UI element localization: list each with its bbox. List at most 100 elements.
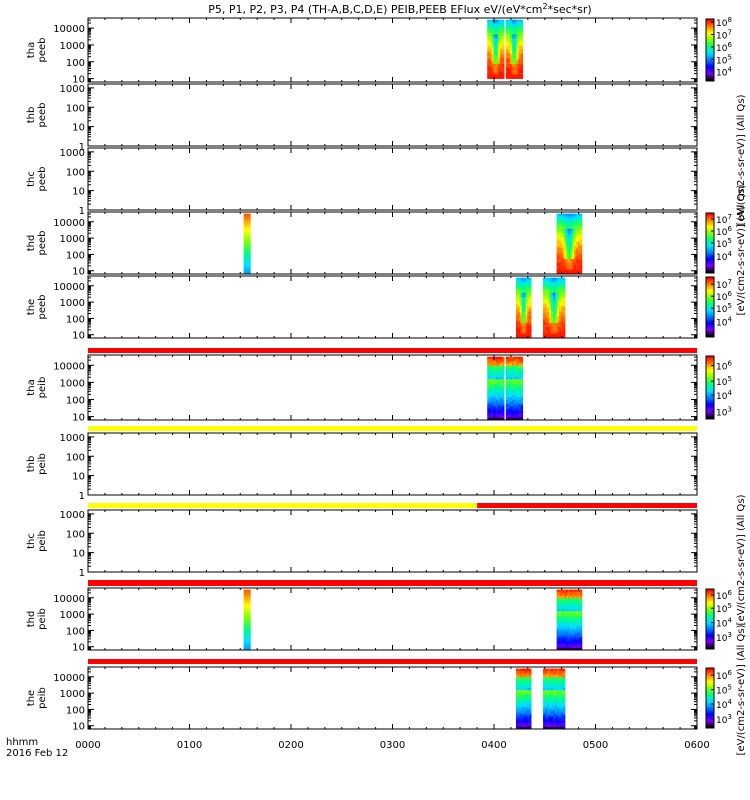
spectrogram-cell xyxy=(561,333,564,337)
colorbar-step xyxy=(706,228,714,230)
spectrogram-cell xyxy=(556,250,559,253)
spectrogram-cell xyxy=(521,726,524,730)
spectrogram-cell xyxy=(559,331,562,334)
spectrogram-cell xyxy=(499,74,503,77)
spectrogram-cell xyxy=(564,241,567,245)
spectrogram-cell xyxy=(525,333,528,337)
spectrogram-cell xyxy=(510,399,513,403)
spectrogram-cell xyxy=(576,258,579,262)
spectrogram-cell xyxy=(549,307,552,311)
spectrogram-cell xyxy=(505,57,509,60)
spectrogram-cell xyxy=(566,611,569,614)
spectrogram-cell xyxy=(514,36,517,39)
spectrogram-cell xyxy=(521,281,524,285)
colorbar-step xyxy=(706,374,714,377)
y-tick-label: 10 xyxy=(72,123,85,134)
spectrogram-cell xyxy=(502,30,505,33)
spectrogram-cell xyxy=(520,70,524,73)
spectrogram-cell xyxy=(561,286,564,289)
spectrogram-cell xyxy=(518,70,521,73)
spectrogram-cell xyxy=(495,388,499,391)
spectrogram-cell xyxy=(578,269,581,273)
spectrogram-cell xyxy=(515,692,519,695)
spectrogram-cell xyxy=(570,254,573,258)
spectrogram-cell xyxy=(505,66,509,69)
spectrogram-cell xyxy=(520,363,524,367)
spectrogram-cell xyxy=(562,643,565,646)
spectrogram-cell xyxy=(505,38,509,42)
spectrogram-cell xyxy=(576,624,579,627)
spectrogram-cell xyxy=(566,217,569,221)
spectrogram-cell xyxy=(507,36,511,39)
spectrogram-cell xyxy=(523,307,526,311)
spectrogram-cell xyxy=(510,28,513,31)
spectrogram-cell xyxy=(519,294,522,298)
spectrogram-cell xyxy=(495,370,499,373)
spectrogram-cell xyxy=(564,269,567,273)
spectrogram-cell xyxy=(487,365,490,369)
spectrogram-cell xyxy=(491,388,494,391)
colorbar-step xyxy=(706,598,714,600)
spectrogram-cell xyxy=(516,61,519,65)
spectrogram-cell xyxy=(557,690,560,693)
spectrogram-cell xyxy=(561,331,564,334)
colorbar-step xyxy=(706,684,714,687)
spectrogram-cell xyxy=(574,241,577,245)
spectrogram-cell xyxy=(521,685,524,689)
spectrogram-cell xyxy=(502,358,505,362)
spectrogram-cell xyxy=(561,675,564,678)
spectrogram-cell xyxy=(515,670,519,674)
spectrogram-cell xyxy=(505,395,509,398)
spectrogram-cell xyxy=(568,269,571,273)
spectrogram-cell xyxy=(566,596,569,599)
spectrogram-cell xyxy=(523,320,526,324)
spectrogram-cell xyxy=(570,645,573,649)
spectrogram-cell xyxy=(497,361,501,364)
spectrogram-cell xyxy=(514,26,517,29)
spectrogram-cell xyxy=(545,668,548,672)
spectrogram-cell xyxy=(543,305,546,309)
y-tick-label: 1 xyxy=(79,568,85,579)
spectrogram-cell xyxy=(516,395,519,398)
spectrogram-cell xyxy=(525,290,528,294)
spectrogram-cell xyxy=(489,388,492,391)
spectrogram-cell xyxy=(518,26,521,29)
spectrogram-cell xyxy=(547,284,550,287)
spectrogram-cell xyxy=(510,381,513,385)
spectrogram-cell xyxy=(560,613,563,616)
spectrogram-cell xyxy=(556,263,559,266)
spectrogram-cell xyxy=(518,401,521,405)
panel-product-label: peib xyxy=(37,687,48,709)
spectrogram-cell xyxy=(243,245,247,249)
spectrogram-cell xyxy=(564,591,567,595)
spectrogram-cell xyxy=(551,696,554,700)
spectrogram-cell xyxy=(495,44,499,48)
spectrogram-cell xyxy=(525,281,528,285)
spectrogram-cell xyxy=(576,222,579,225)
spectrogram-cell xyxy=(559,322,562,326)
spectrogram-cell xyxy=(493,390,496,394)
spectrogram-cell xyxy=(572,217,575,221)
spectrogram-cell xyxy=(558,245,561,249)
spectrogram-cell xyxy=(517,316,521,319)
colorbar-step xyxy=(706,60,714,63)
spectrogram-cell xyxy=(499,47,503,50)
spectrogram-cell xyxy=(514,49,517,52)
spectrogram-cell xyxy=(510,21,513,25)
spectrogram-cell xyxy=(574,621,577,625)
spectrogram-cell xyxy=(551,679,554,682)
spectrogram-cell xyxy=(553,307,556,311)
spectrogram-cell xyxy=(563,718,566,721)
spectrogram-cell xyxy=(564,226,567,230)
spectrogram-cell xyxy=(543,672,546,676)
spectrogram-cell xyxy=(512,47,515,50)
spectrogram-cell xyxy=(493,361,496,364)
spectrogram-cell xyxy=(563,716,566,719)
spectrogram-cell xyxy=(545,292,548,296)
y-tick-label: 100 xyxy=(66,103,85,114)
spectrogram-cell xyxy=(505,363,509,367)
colorbar-frame xyxy=(705,355,715,420)
spectrogram-cell xyxy=(553,724,556,728)
spectrogram-cell xyxy=(566,626,569,629)
spectrogram-cell xyxy=(559,707,562,710)
